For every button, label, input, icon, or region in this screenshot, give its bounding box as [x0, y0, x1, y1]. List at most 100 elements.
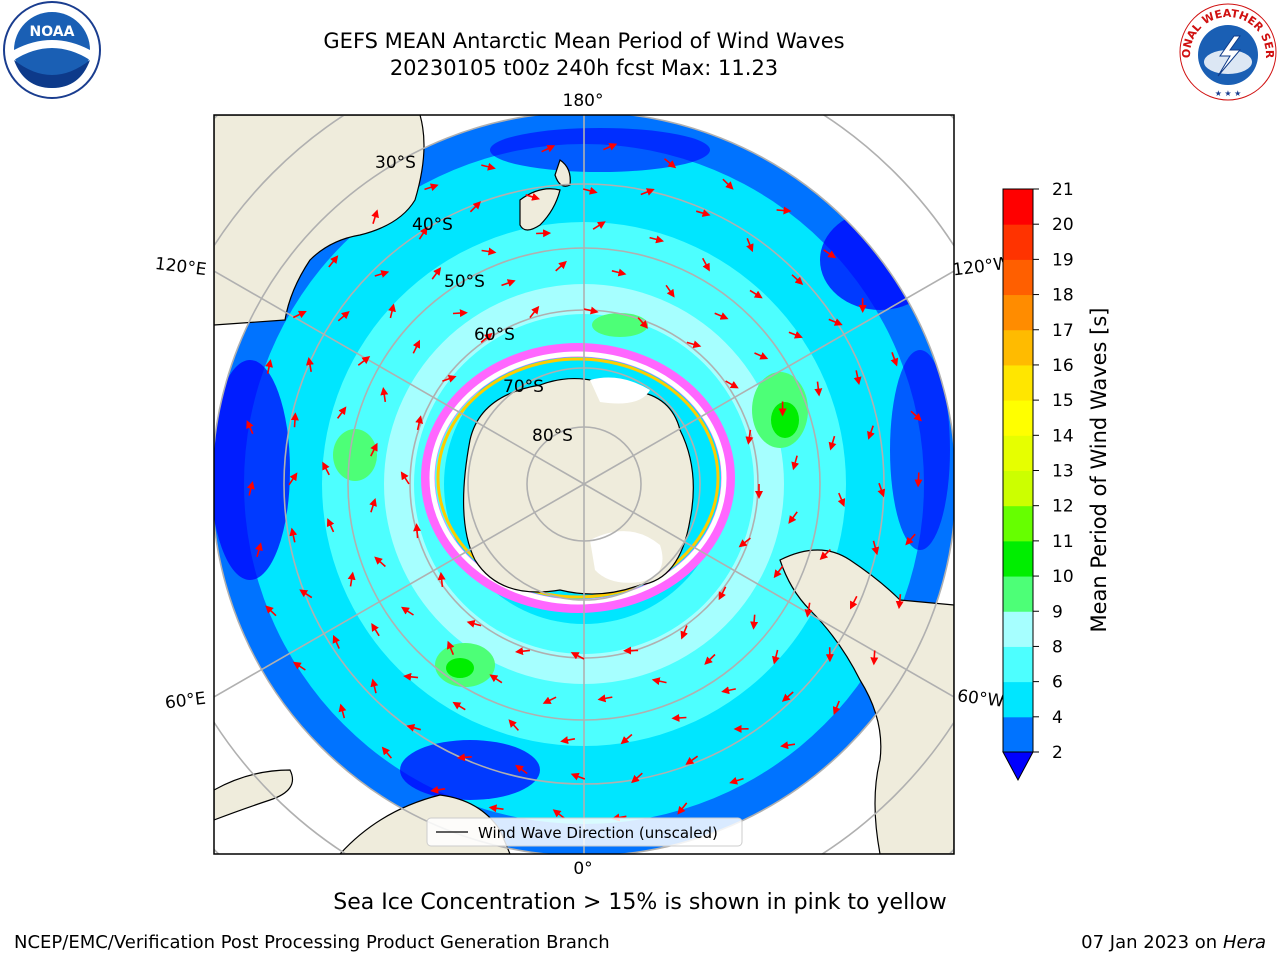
wind-arrow	[583, 306, 599, 315]
wind-arrow	[488, 804, 504, 813]
wind-arrow	[773, 565, 784, 579]
wind-arrow	[685, 755, 699, 765]
wind-arrow	[631, 772, 643, 784]
wind-arrow	[265, 359, 273, 374]
wind-arrow	[677, 802, 688, 815]
wind-arrow	[357, 355, 371, 366]
wind-arrow	[370, 678, 379, 694]
wind-arrow	[442, 375, 457, 383]
wind-arrow	[371, 209, 379, 225]
wind-arrow	[446, 640, 455, 656]
wind-arrow	[701, 257, 710, 272]
wind-arrow	[686, 340, 702, 349]
wind-arrow	[369, 497, 377, 513]
wind-arrow	[788, 331, 803, 339]
wind-arrow	[905, 533, 916, 546]
colorbar-swatch	[1003, 364, 1033, 401]
wind-arrow	[322, 461, 330, 476]
wind-arrow	[640, 188, 655, 196]
wind-arrow	[403, 672, 419, 681]
wind-arrow	[649, 235, 665, 244]
svg-text:★ ★ ★: ★ ★ ★	[1215, 89, 1242, 98]
colorbar-tick-label: 21	[1052, 180, 1074, 200]
wind-arrow	[823, 249, 837, 259]
colorbar-tick-label: 10	[1052, 567, 1074, 587]
wind-arrow	[832, 700, 841, 715]
colorbar-tick-label: 8	[1052, 637, 1063, 657]
wind-arrow	[791, 455, 800, 471]
colorbar-tick-label: 14	[1052, 426, 1074, 446]
wind-arrow	[381, 746, 393, 759]
lon-label-180: 180°	[563, 91, 604, 111]
wind-arrow	[306, 357, 314, 372]
wind-arrow	[910, 410, 922, 422]
wind-arrow	[401, 606, 414, 616]
wind-arrow	[714, 312, 729, 320]
map-title: GEFS MEAN Antarctic Mean Period of Wind …	[323, 29, 845, 53]
colorbar-extend-arrow	[1002, 751, 1034, 782]
wind-arrow	[754, 352, 769, 360]
noaa-logo: NOAA	[3, 1, 101, 99]
wind-arrow	[288, 472, 298, 486]
wind-arrow	[480, 332, 493, 344]
wind-arrow	[541, 145, 556, 153]
wind-arrow	[791, 274, 804, 285]
wind-arrow	[371, 622, 380, 637]
wind-arrow	[542, 696, 557, 704]
wind-arrow	[374, 270, 390, 278]
wind-arrow	[651, 677, 667, 686]
wind-arrow	[326, 518, 335, 533]
wind-arrow	[680, 625, 688, 640]
colorbar-tick-label: 2	[1052, 743, 1063, 763]
wind-arrow	[289, 527, 298, 543]
wind-arrow	[637, 317, 649, 329]
colorbar-swatch	[1003, 470, 1033, 507]
wind-arrow	[738, 537, 751, 548]
wind-arrow	[489, 674, 503, 684]
map-frame	[213, 114, 955, 855]
colorbar-tick-label: 15	[1052, 391, 1074, 411]
wind-arrow	[481, 247, 497, 256]
colorbar-tick-label: 6	[1052, 673, 1063, 693]
wind-arrow	[582, 186, 598, 195]
wind-arrow	[722, 178, 734, 190]
lon-label-0: 0°	[573, 859, 592, 879]
wind-arrow	[592, 221, 606, 230]
wind-arrow	[380, 387, 389, 403]
colorbar: 2 4 6 8 9 10 11 12 13 14 15 16 17 18 19 20 21 Mean Perio…	[1002, 180, 1111, 782]
wind-arrow	[671, 713, 687, 722]
lat-label-40s: 40°S	[412, 215, 453, 235]
wind-arrow	[501, 279, 516, 287]
wind-arrow	[332, 634, 340, 649]
colorbar-swatch	[1003, 294, 1033, 331]
wind-arrow	[246, 480, 255, 496]
wind-arrow	[336, 406, 347, 419]
wind-arrow	[415, 415, 424, 431]
wind-arrow	[837, 492, 846, 507]
colorbar-swatch	[1003, 435, 1033, 471]
wind-arrow	[424, 183, 439, 192]
wind-arrow	[780, 741, 796, 750]
wind-arrow	[849, 595, 858, 610]
lat-label-60s: 60°S	[474, 325, 515, 345]
wind-arrow	[265, 605, 277, 617]
wind-arrow	[695, 209, 711, 217]
wind-arrow	[776, 206, 792, 215]
noaa-logo-text: NOAA	[30, 24, 75, 40]
colorbar-swatch	[1003, 505, 1033, 542]
wind-arrow	[663, 158, 677, 169]
wind-arrow	[413, 523, 422, 539]
wind-arrow	[508, 719, 519, 731]
wind-arrow	[704, 653, 716, 665]
wind-arrow	[828, 435, 837, 451]
wind-arrow	[781, 691, 794, 702]
wind-arrow	[746, 237, 754, 253]
colorbar-swatch	[1003, 681, 1033, 718]
machine-name: Hera	[1222, 932, 1266, 953]
wind-arrow	[620, 733, 633, 745]
wind-arrow	[745, 429, 754, 445]
colorbar-tick-label: 17	[1052, 321, 1074, 341]
wind-arrow	[718, 586, 727, 601]
colorbar-tick-label: 9	[1052, 602, 1063, 622]
map-subtitle: 20230105 t00z 240h fcst Max: 11.23	[389, 56, 779, 80]
